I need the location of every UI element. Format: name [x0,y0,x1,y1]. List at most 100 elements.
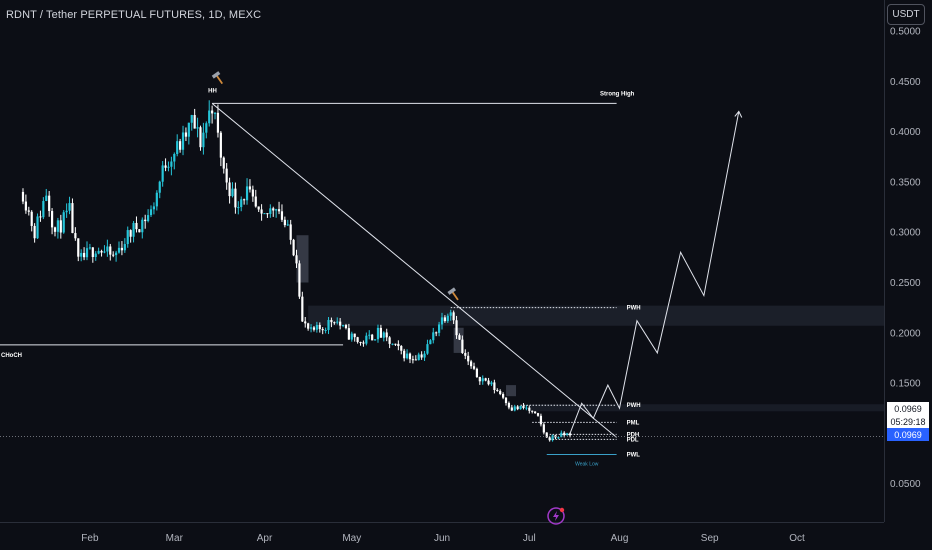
price-tick: 0.4500 [890,77,921,88]
level-label: PML [627,420,640,426]
candle [382,331,385,342]
currency-button[interactable]: USDT [887,4,925,25]
candle [68,196,71,215]
order-block [506,385,517,397]
price-tick: 0.2000 [890,328,921,339]
candle [254,189,257,208]
candle [144,214,147,229]
candle [528,405,531,414]
demand-zone [529,404,884,412]
candle [112,251,115,258]
candle [464,349,467,360]
lightning-icon[interactable] [547,507,565,525]
candle [211,105,214,124]
candle [522,403,525,410]
candle [155,190,158,211]
time-tick: May [342,533,361,544]
candle [405,349,409,360]
candle [39,210,42,222]
candle [176,134,179,157]
candle [135,216,138,233]
candle [292,238,295,257]
candle [152,202,156,215]
candle [525,404,528,411]
price-tick: 0.0500 [890,479,921,490]
candle [187,122,190,145]
candle [50,208,54,235]
candle [205,121,208,139]
candle [455,315,458,339]
candle [97,247,100,255]
candle [336,317,339,325]
candle [551,434,554,442]
candle [36,213,39,239]
candle [411,355,415,364]
candle [379,324,382,338]
candle [417,352,420,361]
candle [120,241,124,256]
candle [490,380,493,386]
candle [499,389,502,396]
candle [21,188,25,205]
candle [170,156,173,176]
candle [82,247,86,261]
trendline [211,103,617,438]
candle [106,239,109,257]
candle [33,223,36,243]
price-axis[interactable]: 0.5000 0.4500 0.4000 0.3500 0.3000 0.2500 0.20… [890,27,921,491]
projection-path [569,111,740,434]
candle [114,250,118,262]
candle [426,339,429,355]
time-axis[interactable]: Feb Mar Apr May Jun Jul Aug Sep Oct [81,533,805,544]
candle [126,226,129,248]
candle [446,313,449,323]
candle [257,206,260,213]
price-tick: 0.3000 [890,228,921,239]
candle [225,163,228,190]
candle [371,333,374,341]
candle [304,317,307,328]
candle [359,341,362,346]
level-label: PWH [627,403,641,409]
candle [350,331,353,342]
candle [452,310,455,324]
time-tick: Feb [81,533,99,544]
candle [164,158,167,172]
candle [181,125,185,156]
price-tick: 0.1500 [890,379,921,390]
candle [280,204,284,222]
candle [400,345,403,355]
candle [91,247,94,263]
candle [475,367,479,378]
candle [275,208,278,218]
candle [48,191,51,217]
candle [443,315,447,323]
candle [117,241,121,254]
time-tick: Mar [166,533,184,544]
candle [202,122,205,155]
candle [53,226,57,237]
candle [493,379,496,394]
candle [440,312,444,330]
candle [167,161,170,172]
candle [469,359,473,369]
time-tick: Aug [611,533,629,544]
order-block [453,327,464,353]
candle [161,161,164,187]
candle [484,377,487,382]
candle [496,388,499,392]
candle [228,177,231,204]
level-label: PWL [627,453,641,459]
candle [344,323,348,330]
candle [59,214,62,239]
candle [513,404,516,412]
candle [251,185,254,202]
candle [216,104,220,138]
candle [315,321,318,333]
candle [365,332,368,346]
candle [478,376,481,385]
candle [432,327,435,344]
choch-label: CHoCH [1,353,22,359]
price-tick: 0.2500 [890,278,921,289]
